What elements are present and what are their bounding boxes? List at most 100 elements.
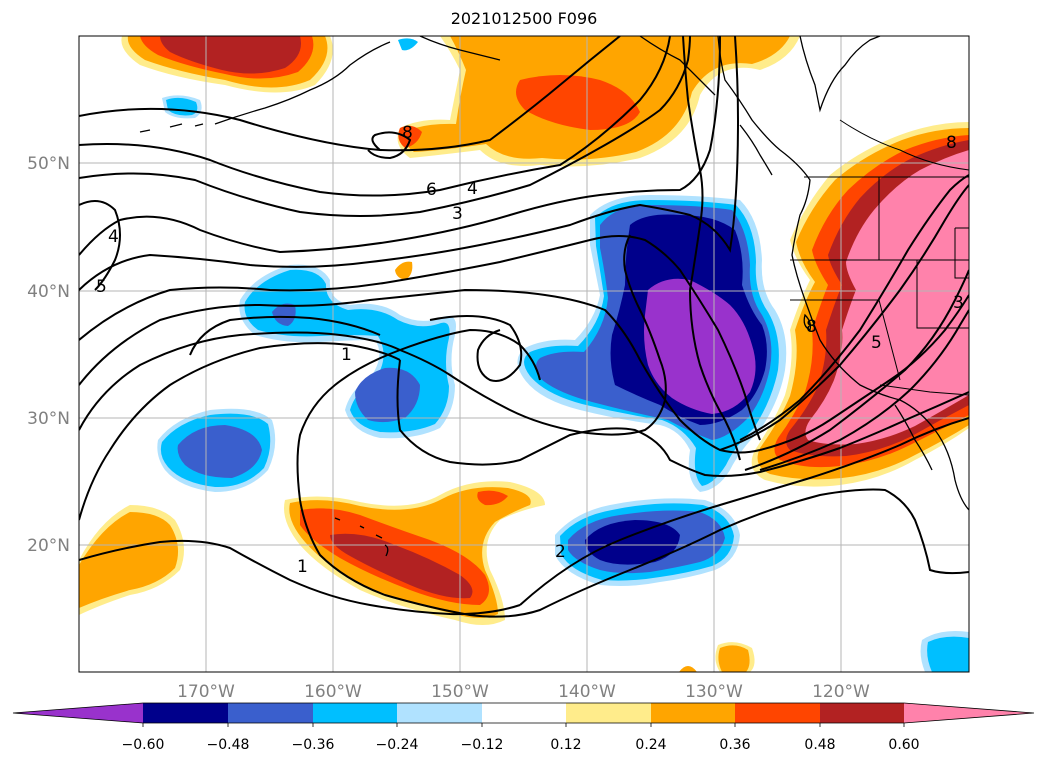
colorbar-segment [482,703,566,723]
colorbar-tick-label: 0.12 [550,737,581,753]
contour-line [682,36,704,291]
anomaly-region [177,425,262,478]
longitude-labels: 170°W 160°W 150°W 140°W 130°W 120°W [177,682,870,702]
anomaly-region [477,490,508,506]
contour-label: 4 [108,227,119,247]
colorbar-ticks [142,723,905,727]
anomaly-region [585,520,680,565]
map-panel: 8 6 4 3 4 5 1 2 1 8 5 3 8 [78,35,970,673]
contour-label: 8 [806,317,817,337]
coastline [739,124,773,176]
anomaly-region [927,636,969,672]
political-borders [790,119,969,396]
map-title: 2021012500 F096 [450,9,598,28]
colorbar-segment [735,703,820,723]
contour-label: 3 [953,293,964,313]
contour-line [189,315,381,356]
contour-line [79,342,401,521]
contour-line [759,294,969,451]
contour-line [759,309,969,471]
colorbar-segment [397,703,482,723]
anomaly-region [160,36,301,74]
contour-line [79,36,621,152]
anomaly-region [395,261,413,280]
anomaly-region [330,533,473,599]
contour-line [79,539,521,616]
contour-line [367,131,412,160]
anomaly-region [355,367,420,423]
longitude-label: 170°W [177,682,235,702]
latitude-labels: 50°N 40°N 30°N 20°N [27,154,70,556]
contour-label: 8 [946,133,957,153]
colorbar-segment [820,703,904,723]
border [839,119,969,171]
contour-line [689,289,741,461]
contour-line [79,288,761,454]
border [916,260,969,329]
latitude-label: 50°N [27,154,70,174]
colorbar-tick-label: −0.24 [376,737,419,753]
coastline [419,36,501,61]
contour-line [79,36,740,291]
colorbar-segment [313,703,397,723]
longitude-label: 130°W [685,682,743,702]
contour-label: 2 [555,542,566,562]
border [879,384,969,396]
contour-line [79,36,721,256]
coastline [799,36,881,113]
anomaly-region [679,666,697,672]
coastline [639,36,716,96]
contour-line [519,417,969,606]
contour-line [299,488,969,618]
contour-line [79,235,761,441]
longitude-label: 160°W [304,682,362,702]
latitude-label: 40°N [27,282,70,302]
contour-labels: 8 6 4 3 4 5 1 2 1 8 5 3 8 [96,123,964,577]
contour-label: 8 [402,123,413,143]
contour-line [744,269,969,471]
anomaly-region [79,512,179,608]
contour-label: 5 [96,277,107,297]
coastline [214,41,391,125]
latitude-label: 30°N [27,409,70,429]
anomaly-region [644,278,756,414]
colorbar-tick-labels: −0.60 −0.48 −0.36 −0.24 −0.12 0.12 0.24 … [122,737,920,753]
contour-line [739,174,969,441]
pressure-contours [79,36,969,618]
longitude-label: 120°W [812,682,870,702]
longitude-label: 140°W [558,682,616,702]
colorbar: −0.60 −0.48 −0.36 −0.24 −0.12 0.12 0.24 … [12,702,1035,753]
colorbar-tick-label: 0.36 [719,737,750,753]
graticule [79,36,969,672]
contour-label: 3 [452,204,463,224]
colorbar-extend-low [13,703,143,723]
coastline [803,313,812,331]
colorbar-segment [566,703,651,723]
contour-line [79,234,667,436]
longitude-label: 150°W [431,682,489,702]
colorbar-tick-label: 0.48 [804,737,835,753]
colorbar-segment [143,703,228,723]
contour-label: 5 [871,333,882,353]
colorbar-tick-label: 0.60 [888,737,919,753]
colorbar-extend-high [904,703,1034,723]
anomaly-region [516,75,640,130]
contour-label: 1 [297,557,308,577]
colorbar-tick-label: 0.24 [635,737,666,753]
contour-line [396,359,969,477]
contour-label: 1 [341,345,352,365]
contour-line [79,36,691,217]
coastlines [139,36,969,557]
coastline [139,123,204,133]
colorbar-tick-label: −0.48 [207,737,250,753]
latitude-label: 20°N [27,536,70,556]
colorbar-segment [228,703,313,723]
colorbar-tick-label: −0.12 [461,737,504,753]
map-frame [78,35,970,673]
contour-line [79,200,121,291]
contour-label: 6 [426,180,437,200]
anomaly-region [272,303,296,326]
contour-line [719,184,969,451]
contour-label: 4 [467,179,478,199]
